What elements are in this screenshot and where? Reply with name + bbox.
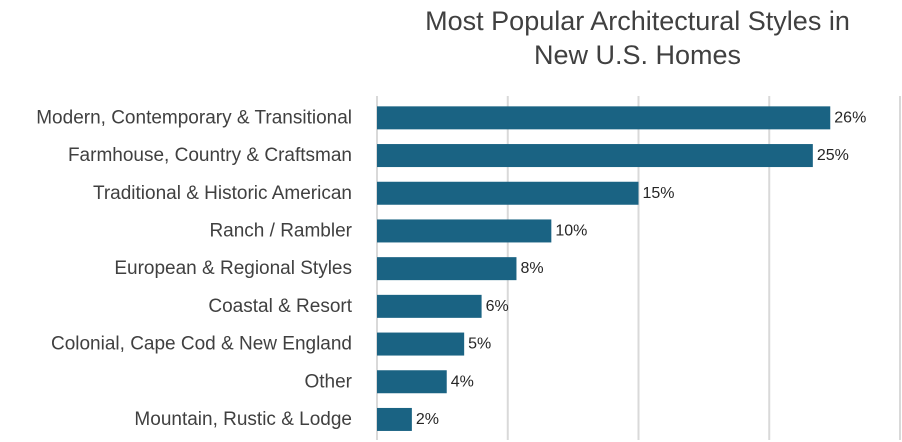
category-label: Coastal & Resort <box>208 296 352 317</box>
category-label: Traditional & Historic American <box>93 183 352 204</box>
value-labels: 26% 25% 15% 10% 8% 6% 5% 4% 2% <box>416 109 866 428</box>
data-label: 8% <box>520 260 543 277</box>
data-label: 5% <box>468 336 491 353</box>
category-label: Colonial, Cape Cod & New England <box>51 334 352 355</box>
category-label: Mountain, Rustic & Lodge <box>134 409 352 430</box>
category-label: Farmhouse, Country & Craftsman <box>68 145 352 166</box>
bar <box>377 181 639 205</box>
data-label: 4% <box>451 373 474 390</box>
chart-title-line-2: New U.S. Homes <box>533 40 742 70</box>
bars <box>377 106 831 431</box>
bar <box>377 407 412 431</box>
bar <box>377 106 831 130</box>
chart-title-line-1: Most Popular Architectural Styles in <box>425 6 850 36</box>
data-label: 25% <box>817 147 849 164</box>
bar <box>377 144 813 168</box>
bar <box>377 219 552 243</box>
bar <box>377 332 465 356</box>
category-label: European & Regional Styles <box>114 258 352 279</box>
bar <box>377 370 447 394</box>
category-label: Ranch / Rambler <box>209 220 352 241</box>
category-labels: Modern, Contemporary & Transitional Farmh… <box>36 107 352 430</box>
data-label: 26% <box>834 109 866 126</box>
data-label: 15% <box>643 185 675 202</box>
category-label: Modern, Contemporary & Transitional <box>36 107 352 128</box>
category-label: Other <box>304 371 352 392</box>
data-label: 6% <box>486 298 509 315</box>
bar <box>377 294 482 318</box>
data-label: 2% <box>416 411 439 428</box>
chart-title: Most Popular Architectural Styles in New… <box>400 4 875 72</box>
data-label: 10% <box>555 222 587 239</box>
bar <box>377 257 517 281</box>
